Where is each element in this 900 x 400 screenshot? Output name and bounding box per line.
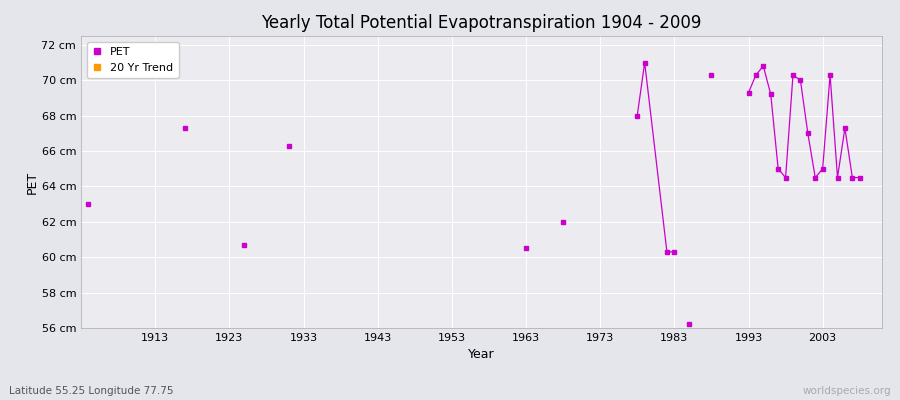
Legend: PET, 20 Yr Trend: PET, 20 Yr Trend: [86, 42, 178, 78]
Y-axis label: PET: PET: [25, 170, 39, 194]
Text: Latitude 55.25 Longitude 77.75: Latitude 55.25 Longitude 77.75: [9, 386, 174, 396]
X-axis label: Year: Year: [468, 348, 495, 362]
Title: Yearly Total Potential Evapotranspiration 1904 - 2009: Yearly Total Potential Evapotranspiratio…: [261, 14, 702, 32]
Text: worldspecies.org: worldspecies.org: [803, 386, 891, 396]
